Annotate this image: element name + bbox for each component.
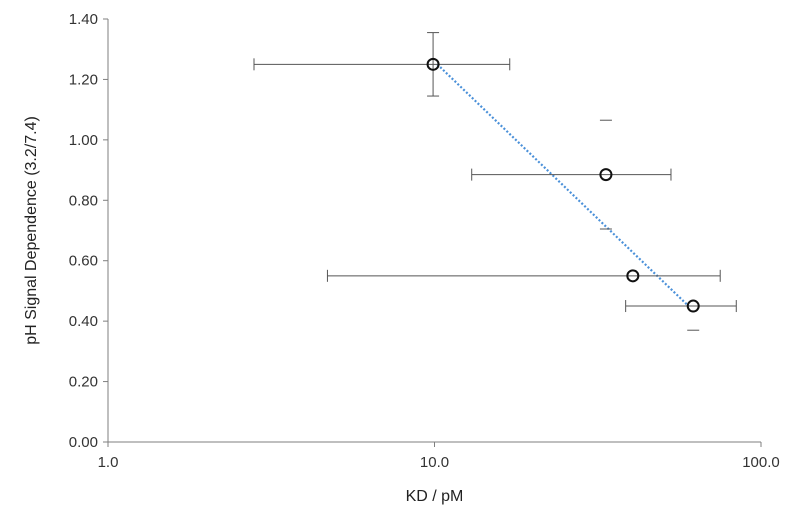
error-bars <box>253 32 737 331</box>
y-tick-label: 0.80 <box>69 192 98 209</box>
x-axis-ticks: 1.0 10.0 100.0 <box>98 442 780 471</box>
y-tick-label: 0.20 <box>69 374 98 391</box>
x-tick-label: 100.0 <box>742 454 780 471</box>
y-tick-label: 1.40 <box>69 11 98 28</box>
y-tick-label: 0.00 <box>69 434 98 451</box>
y-axis-ticks: 0.00 0.20 0.40 0.60 0.80 1.00 1.20 1.40 <box>69 11 108 451</box>
data-point <box>426 57 440 71</box>
y-tick-label: 1.20 <box>69 71 98 88</box>
data-points <box>426 57 700 313</box>
data-point <box>626 269 640 283</box>
x-tick-label: 1.0 <box>98 454 119 471</box>
y-tick-label: 0.40 <box>69 313 98 330</box>
data-point <box>686 299 700 313</box>
x-axis-title: KD / pM <box>406 488 464 505</box>
y-tick-label: 0.60 <box>69 253 98 270</box>
trendline-segment <box>436 63 690 307</box>
x-tick-label: 10.0 <box>420 454 449 471</box>
y-tick-label: 1.00 <box>69 132 98 149</box>
y-axis-title: pH Signal Dependence (3.2/7.4) <box>23 116 40 345</box>
trendline <box>436 63 690 307</box>
data-point <box>599 168 613 182</box>
axes <box>107 19 761 443</box>
